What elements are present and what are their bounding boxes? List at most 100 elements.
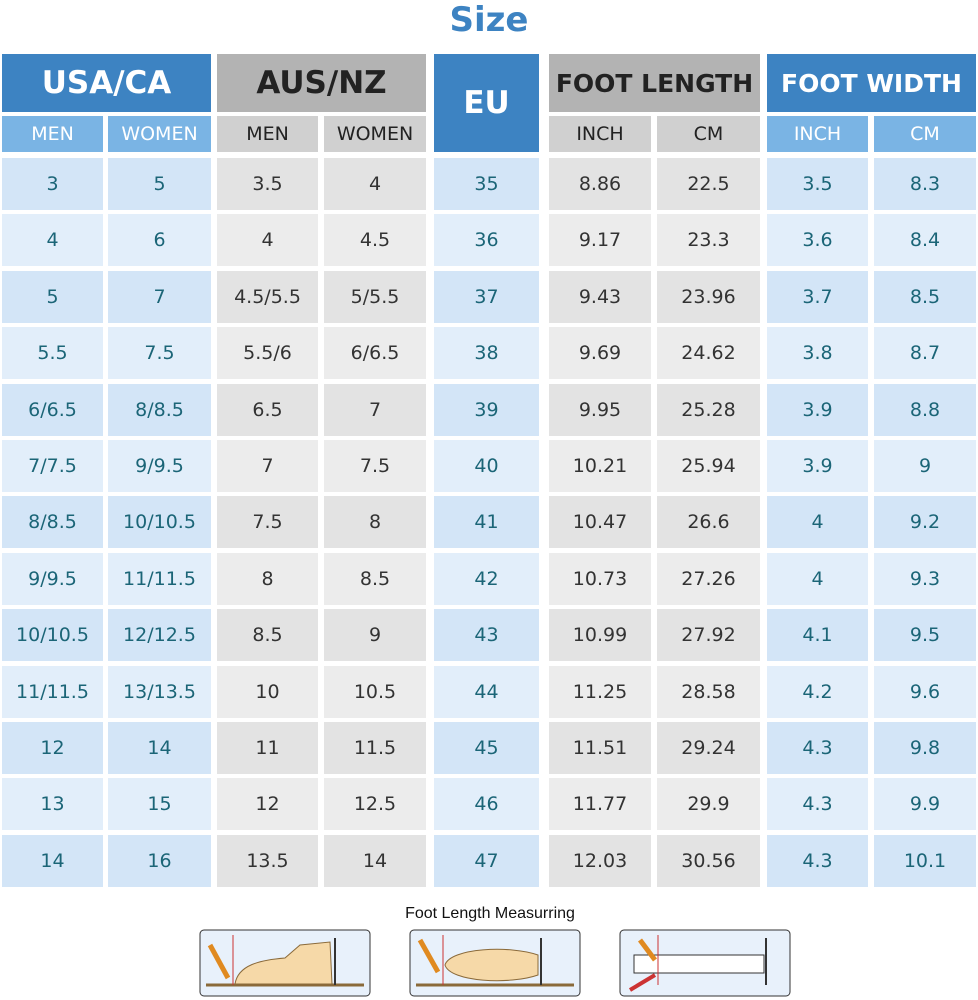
sub-header: MEN — [2, 116, 103, 152]
table-cell: 3.9 — [767, 440, 868, 492]
table-cell: 12 — [217, 778, 318, 831]
table-cell: 8/8.5 — [108, 383, 211, 436]
table-cell: 10.47 — [549, 496, 651, 549]
table-cell: 39 — [434, 383, 539, 436]
table-cell: 45 — [434, 722, 539, 774]
table-cell: 46 — [434, 778, 539, 831]
table-cell: 9.95 — [549, 383, 651, 436]
table-cell: 28.58 — [657, 665, 760, 718]
table-cell: 38 — [434, 327, 539, 380]
table-cell: 3.5 — [217, 158, 318, 210]
table-cell: 4.5 — [324, 214, 426, 267]
table-cell: 7 — [217, 440, 318, 492]
table-cell: 5/5.5 — [324, 270, 426, 323]
table-cell: 40 — [434, 440, 539, 492]
table-cell: 22.5 — [657, 158, 760, 210]
caption: Foot Length Measurring — [405, 905, 575, 922]
table-cell: 14 — [108, 722, 211, 774]
table-cell: 11.51 — [549, 722, 651, 774]
table-cell: 3 — [2, 158, 103, 210]
illustration-3 — [619, 929, 791, 997]
table-cell: 35 — [434, 158, 539, 210]
table-cell: 8 — [324, 496, 426, 549]
table-cell: 9.69 — [549, 327, 651, 380]
group-header: AUS/NZ — [217, 54, 426, 112]
table-cell: 4.5/5.5 — [217, 270, 318, 323]
table-cell: 9.8 — [874, 722, 976, 774]
table-cell: 9.2 — [874, 496, 976, 549]
table-cell: 9.9 — [874, 778, 976, 831]
table-cell: 11/11.5 — [108, 552, 211, 605]
group-header: FOOT WIDTH — [767, 54, 976, 112]
table-cell: 3.6 — [767, 214, 868, 267]
table-cell: 8.8 — [874, 383, 976, 436]
table-cell: 5.5 — [2, 327, 103, 380]
table-cell: 10/10.5 — [108, 496, 211, 549]
table-cell: 6/6.5 — [2, 383, 103, 436]
table-cell: 8.5 — [324, 552, 426, 605]
table-cell: 5.5/6 — [217, 327, 318, 380]
table-cell: 10.21 — [549, 440, 651, 492]
table-cell: 8.4 — [874, 214, 976, 267]
table-cell: 11/11.5 — [2, 665, 103, 718]
table-cell: 24.62 — [657, 327, 760, 380]
table-cell: 8.3 — [874, 158, 976, 210]
table-cell: 6 — [108, 214, 211, 267]
table-cell: 14 — [2, 834, 103, 887]
table-cell: 4.1 — [767, 609, 868, 662]
table-cell: 41 — [434, 496, 539, 549]
table-cell: 12 — [2, 722, 103, 774]
table-cell: 12.5 — [324, 778, 426, 831]
illustration-1 — [199, 929, 371, 997]
table-cell: 8.5 — [874, 270, 976, 323]
table-cell: 36 — [434, 214, 539, 267]
sub-header: MEN — [217, 116, 318, 152]
table-cell: 23.96 — [657, 270, 760, 323]
sub-header: CM — [657, 116, 760, 152]
table-cell: 9.6 — [874, 665, 976, 718]
table-cell: 8/8.5 — [2, 496, 103, 549]
table-cell: 10/10.5 — [2, 609, 103, 662]
table-cell: 4 — [767, 552, 868, 605]
table-cell: 42 — [434, 552, 539, 605]
table-cell: 6.5 — [217, 383, 318, 436]
table-cell: 15 — [108, 778, 211, 831]
table-cell: 5 — [108, 158, 211, 210]
sub-header: CM — [874, 116, 976, 152]
table-cell: 7/7.5 — [2, 440, 103, 492]
table-cell: 8 — [217, 552, 318, 605]
table-cell: 47 — [434, 834, 539, 887]
table-cell: 10 — [217, 665, 318, 718]
table-cell: 9/9.5 — [108, 440, 211, 492]
table-cell: 9.17 — [549, 214, 651, 267]
table-cell: 29.24 — [657, 722, 760, 774]
table-cell: 5 — [2, 270, 103, 323]
table-cell: 10.5 — [324, 665, 426, 718]
sub-header: WOMEN — [324, 116, 426, 152]
table-cell: 11.25 — [549, 665, 651, 718]
table-cell: 37 — [434, 270, 539, 323]
table-cell: 13/13.5 — [108, 665, 211, 718]
table-cell: 4.2 — [767, 665, 868, 718]
table-cell: 44 — [434, 665, 539, 718]
table-cell: 29.9 — [657, 778, 760, 831]
table-cell: 6/6.5 — [324, 327, 426, 380]
sub-header: INCH — [767, 116, 868, 152]
table-cell: 3.8 — [767, 327, 868, 380]
table-cell: 27.92 — [657, 609, 760, 662]
table-cell: 8.7 — [874, 327, 976, 380]
table-cell: 26.6 — [657, 496, 760, 549]
table-cell: 8.86 — [549, 158, 651, 210]
table-cell: 43 — [434, 609, 539, 662]
table-cell: 9.43 — [549, 270, 651, 323]
table-cell: 7.5 — [108, 327, 211, 380]
table-cell: 12.03 — [549, 834, 651, 887]
table-cell: 10.1 — [874, 834, 976, 887]
table-cell: 14 — [324, 834, 426, 887]
table-cell: 7 — [108, 270, 211, 323]
table-cell: 3.5 — [767, 158, 868, 210]
table-cell: 9 — [324, 609, 426, 662]
sub-header: INCH — [549, 116, 651, 152]
table-cell: 4.3 — [767, 834, 868, 887]
table-cell: 27.26 — [657, 552, 760, 605]
